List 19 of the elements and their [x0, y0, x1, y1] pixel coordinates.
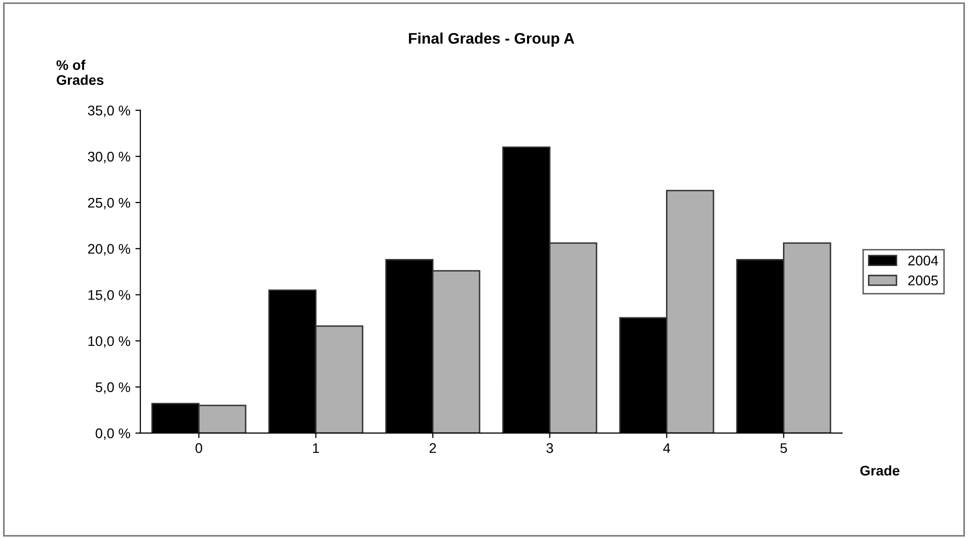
x-tick-label: 0 [196, 443, 202, 454]
y-tick-label: 0,0 % [96, 428, 130, 440]
x-tick-label: 4 [663, 443, 670, 453]
x-tick-label: 5 [780, 443, 787, 454]
y-tick-label: 10,0 % [88, 336, 130, 348]
legend-label: 2005 [908, 276, 938, 286]
y-tick-label: 15,0 % [88, 290, 130, 302]
chart-title: Final Grades - Group A [408, 32, 574, 47]
y-tick-label: 20,0 % [88, 244, 130, 256]
y-axis-title: % of Grades [56, 60, 104, 85]
y-tick-label: 35,0 % [88, 106, 130, 118]
x-tick-label: 2 [430, 443, 436, 453]
y-tick-label: 25,0 % [88, 198, 130, 210]
y-tick-label: 30,0 % [88, 152, 130, 164]
legend-label: 2004 [908, 256, 938, 266]
x-axis-title: Grade [860, 465, 900, 476]
x-tick-label: 3 [546, 443, 553, 454]
x-tick-label: 1 [313, 443, 319, 453]
y-tick-label: 5,0 % [96, 382, 130, 394]
